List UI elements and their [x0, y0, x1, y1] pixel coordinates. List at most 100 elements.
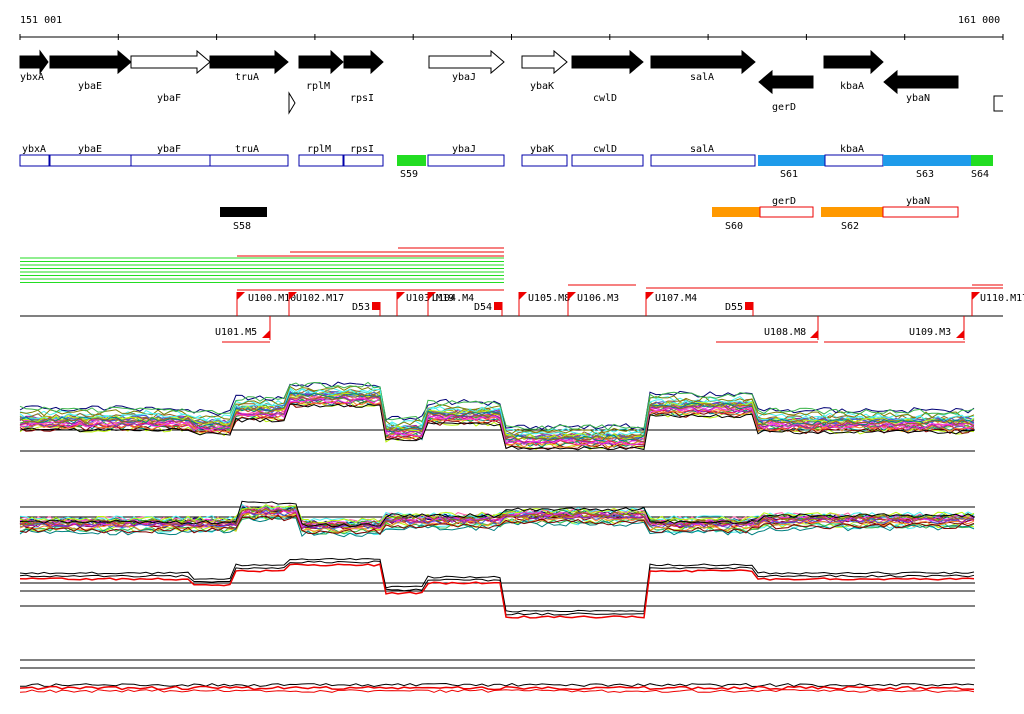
segment-label-S64: S64	[971, 169, 989, 180]
segment-label-S58: S58	[233, 221, 251, 232]
read-stack	[20, 247, 504, 283]
gene-track: ybxA ybaE ybaF truA rplM rpsI ybaJ ybaK …	[19, 49, 1003, 115]
segment-bar-S61[interactable]	[758, 155, 825, 166]
marker-flag-U100[interactable]	[237, 292, 245, 300]
profile-line	[19, 512, 975, 534]
profile-line	[19, 514, 975, 535]
box-label-rplM: rplM	[307, 144, 331, 155]
gene-label-ybaE: ybaE	[78, 81, 102, 92]
profile-line-black	[19, 682, 975, 688]
box-rplM[interactable]	[298, 154, 344, 167]
segment-label-S59: S59	[400, 169, 418, 180]
profile-line	[19, 392, 975, 440]
box-label-ybaK: ybaK	[530, 144, 554, 155]
gene-arrow-truA[interactable]	[209, 49, 289, 75]
profile-line	[19, 388, 975, 438]
profile-line-red	[19, 688, 975, 693]
segment-bar-S64[interactable]	[971, 155, 993, 166]
segment-bar-S58[interactable]	[220, 207, 267, 217]
marker-flag-U110[interactable]	[972, 292, 980, 300]
gene-label-rpsI: rpsI	[350, 93, 374, 104]
expression-profiles	[19, 381, 975, 693]
segment-bar-S63[interactable]	[883, 155, 971, 166]
profile-line	[19, 397, 975, 446]
box-ybaK[interactable]	[521, 154, 568, 167]
box-salA[interactable]	[650, 154, 756, 167]
gene-arrow-salA[interactable]	[650, 49, 756, 75]
gene-label-salA: salA	[690, 72, 714, 83]
profile-line-red	[19, 685, 975, 691]
profile-line	[19, 396, 975, 445]
gene-arrow-gerD[interactable]	[758, 69, 814, 95]
box-label-ybaF: ybaF	[157, 144, 181, 155]
profile-line	[19, 391, 975, 440]
gene-arrow-cwlD[interactable]	[571, 49, 644, 75]
segment-bar-S60[interactable]	[712, 207, 760, 217]
gene-arrow-ybxA[interactable]	[19, 49, 49, 75]
gene-arrow-rplM[interactable]	[298, 49, 344, 75]
marker-flag-U107[interactable]	[646, 292, 654, 300]
box-ybaN[interactable]	[882, 206, 959, 218]
marker-flag-U105[interactable]	[519, 292, 527, 300]
profile-line	[19, 392, 975, 442]
marker-label-U105: U105.M8	[528, 293, 570, 304]
gene-label-rplM: rplM	[306, 81, 330, 92]
segment-bar-S59[interactable]	[397, 155, 426, 166]
axis-start-label: 151 001	[20, 15, 62, 26]
profile-line-red	[19, 563, 975, 619]
marker-flag-U104[interactable]	[428, 292, 436, 300]
profile-line	[19, 513, 975, 535]
marker-square-D55[interactable]	[745, 302, 753, 310]
marker-flag-U106[interactable]	[568, 292, 576, 300]
profile-line-black	[19, 500, 975, 528]
marker-flag-U103[interactable]	[397, 292, 405, 300]
marker-square-D54[interactable]	[494, 302, 502, 310]
marker-label-U102: U102.M17	[296, 293, 344, 304]
gene-arrow-kbaA[interactable]	[823, 49, 884, 75]
segment-bar-S62[interactable]	[821, 207, 883, 217]
box-cwlD[interactable]	[571, 154, 644, 167]
box-label-kbaA: kbaA	[840, 144, 864, 155]
box-ybaJ[interactable]	[427, 154, 505, 167]
marker-label-D55: D55	[725, 302, 743, 313]
gene-label-ybaN: ybaN	[906, 93, 930, 104]
marker-flag-U108[interactable]	[810, 330, 818, 338]
marker-flag-U109[interactable]	[956, 330, 964, 338]
gene-arrow-ybaF[interactable]	[130, 49, 211, 75]
profile-line	[19, 516, 975, 538]
box-gerD[interactable]	[759, 206, 814, 218]
box-ybxA[interactable]	[19, 154, 50, 167]
axis-end-label: 161 000	[958, 15, 1000, 26]
marker-label-U107: U107.M4	[655, 293, 697, 304]
marker-square-D53[interactable]	[372, 302, 380, 310]
box-label-ybxA: ybxA	[22, 144, 46, 155]
gene-arrow-ybaJ[interactable]	[428, 49, 505, 75]
box-track: ybxA ybaE ybaF truA rplM rpsI S59 ybaJ y…	[19, 144, 993, 180]
box-label-gerD: gerD	[772, 196, 796, 207]
segment-track: S58 S60 gerD S62 ybaN	[220, 196, 959, 232]
box-ybaF[interactable]	[130, 154, 211, 167]
segment-label-S60: S60	[725, 221, 743, 232]
profile-line	[19, 508, 975, 530]
marker-flag-U101[interactable]	[262, 330, 270, 338]
marker-flag-U102[interactable]	[289, 292, 297, 300]
gene-arrow-ybaN[interactable]	[883, 69, 959, 95]
box-label-salA: salA	[690, 144, 714, 155]
gene-label-truA: truA	[235, 72, 259, 83]
box-truA[interactable]	[209, 154, 289, 167]
gene-arrow-ybaE[interactable]	[49, 49, 132, 75]
gene-label-cwlD: cwlD	[593, 93, 617, 104]
box-rpsI[interactable]	[343, 154, 384, 167]
box-label-cwlD: cwlD	[593, 144, 617, 155]
profile-line-black	[19, 560, 975, 616]
segment-label-S63: S63	[916, 169, 934, 180]
gene-label-gerD: gerD	[772, 102, 796, 113]
gene-label-ybxA: ybxA	[20, 72, 44, 83]
gene-arrow-rpsI[interactable]	[343, 49, 384, 75]
gene-arrow-ybaK[interactable]	[521, 49, 568, 75]
gene-label-ybaK: ybaK	[530, 81, 554, 92]
box-ybaE[interactable]	[49, 154, 132, 167]
box-kbaA[interactable]	[824, 154, 884, 167]
